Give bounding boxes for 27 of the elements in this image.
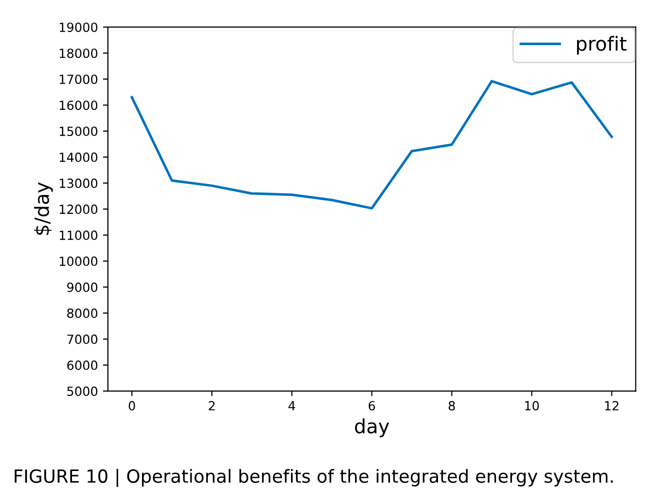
- x-tick-label: 12: [605, 401, 618, 410]
- x-axis-title: day: [354, 418, 390, 438]
- y-tick-label: 17000: [60, 74, 98, 84]
- y-tick-label: 9000: [67, 282, 98, 292]
- y-tick-label: 18000: [60, 48, 98, 58]
- y-tick-label: 16000: [60, 100, 98, 110]
- y-tick-label: 14000: [60, 152, 98, 162]
- x-tick-label: 10: [525, 401, 539, 410]
- y-tick-label: 10000: [60, 256, 98, 266]
- x-tick-label: 0: [128, 401, 136, 410]
- y-tick-label: 8000: [67, 308, 98, 318]
- x-tick-label: 4: [288, 401, 296, 410]
- legend-label: profit: [577, 36, 626, 55]
- caption: FIGURE 10 | Operational benefits of the integrated energy system.: [14, 468, 613, 487]
- y-tick-label: 19000: [60, 22, 98, 32]
- y-tick-label: 13000: [60, 178, 98, 188]
- y-tick-label: 5000: [67, 386, 98, 396]
- y-tick-label: 15000: [60, 126, 98, 136]
- x-tick-label: 2: [208, 401, 215, 410]
- y-tick-label: 6000: [67, 360, 98, 370]
- y-tick-label: 7000: [67, 334, 98, 344]
- y-axis-title: $/day: [34, 182, 53, 235]
- y-tick-label: 12000: [60, 204, 98, 214]
- y-tick-label: 11000: [60, 230, 98, 240]
- line-series: [130, 80, 613, 210]
- x-tick-label: 8: [448, 401, 455, 410]
- x-tick-label: 6: [368, 401, 375, 410]
